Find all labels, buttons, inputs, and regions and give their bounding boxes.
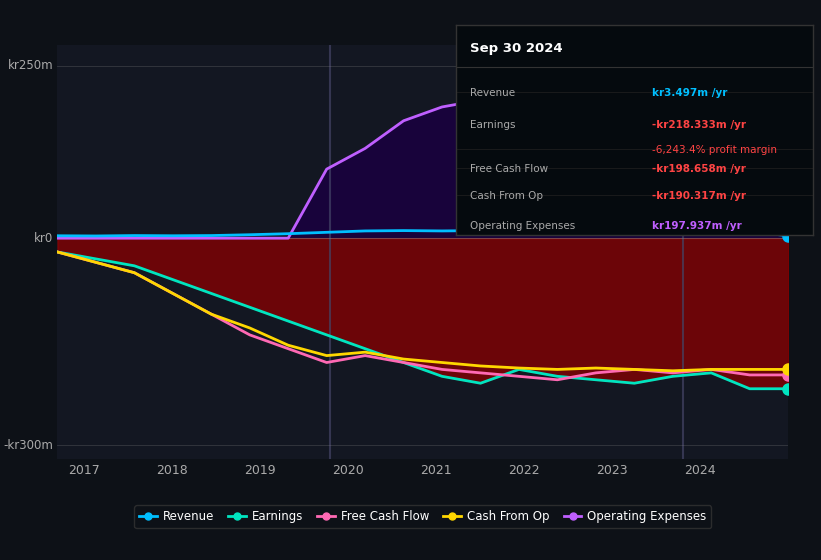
Text: -kr218.333m /yr: -kr218.333m /yr — [652, 120, 746, 130]
Text: kr0: kr0 — [34, 232, 53, 245]
Text: -kr300m: -kr300m — [3, 439, 53, 452]
Text: Sep 30 2024: Sep 30 2024 — [470, 42, 562, 55]
Text: kr3.497m /yr: kr3.497m /yr — [652, 88, 727, 98]
Text: Earnings: Earnings — [470, 120, 516, 130]
Text: Cash From Op: Cash From Op — [470, 191, 543, 201]
Text: Operating Expenses: Operating Expenses — [470, 221, 576, 231]
Text: -kr190.317m /yr: -kr190.317m /yr — [652, 191, 746, 201]
Legend: Revenue, Earnings, Free Cash Flow, Cash From Op, Operating Expenses: Revenue, Earnings, Free Cash Flow, Cash … — [135, 506, 711, 528]
Text: kr197.937m /yr: kr197.937m /yr — [652, 221, 742, 231]
Text: Free Cash Flow: Free Cash Flow — [470, 164, 548, 174]
Text: -kr198.658m /yr: -kr198.658m /yr — [652, 164, 746, 174]
Text: -6,243.4% profit margin: -6,243.4% profit margin — [652, 145, 777, 155]
Text: Revenue: Revenue — [470, 88, 515, 98]
Text: kr250m: kr250m — [7, 59, 53, 72]
